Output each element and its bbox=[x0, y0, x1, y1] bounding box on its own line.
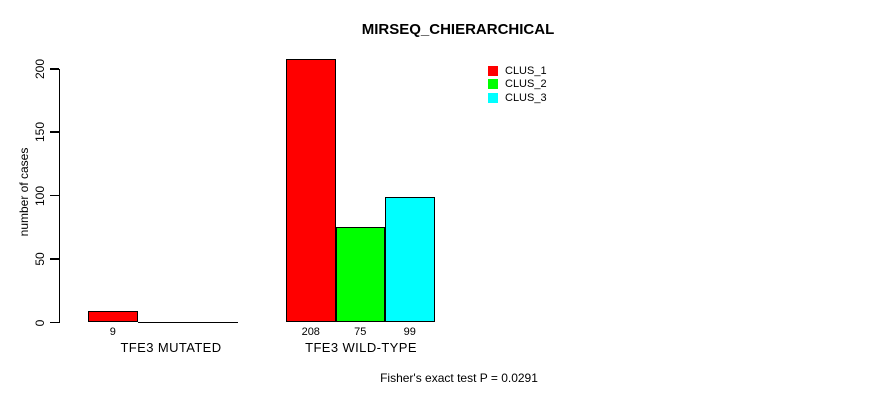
bar-value-label: 208 bbox=[301, 326, 320, 338]
legend-swatch-clus-3 bbox=[488, 92, 498, 103]
y-axis-tick-label: 0 bbox=[33, 319, 47, 326]
bar-value-label: 9 bbox=[109, 326, 116, 338]
y-axis-title: number of cases bbox=[17, 147, 31, 237]
y-axis-tick-label: 150 bbox=[33, 122, 47, 143]
legend-swatch-clus-2 bbox=[488, 79, 498, 90]
zero-bar-clus-3-tfe3-mutated bbox=[187, 321, 238, 324]
y-axis-tick bbox=[50, 258, 59, 260]
x-category-label-tfe3-mutated: TFE3 MUTATED bbox=[120, 340, 222, 355]
legend-label-clus-2: CLUS_2 bbox=[505, 78, 547, 91]
annotation-fisher-test: Fisher's exact test P = 0.0291 bbox=[380, 371, 538, 385]
legend-swatch-clus-1 bbox=[488, 66, 498, 76]
y-axis-tick-label: 100 bbox=[33, 185, 47, 206]
bar-clus-3-tfe3-wild-type bbox=[385, 196, 435, 323]
bar-clus-1-tfe3-mutated bbox=[88, 311, 138, 323]
y-axis-line bbox=[58, 68, 60, 324]
y-axis-tick bbox=[50, 194, 59, 197]
y-axis-tick-label: 50 bbox=[33, 252, 47, 266]
x-category-label-tfe3-wild-type: TFE3 WILD-TYPE bbox=[305, 340, 417, 355]
bar-value-label: 75 bbox=[354, 326, 367, 338]
y-axis-tick bbox=[50, 131, 59, 133]
y-axis-tick bbox=[50, 68, 59, 70]
bar-value-label: 99 bbox=[403, 326, 416, 338]
bar-clus-2-tfe3-wild-type bbox=[335, 227, 385, 323]
legend-label-clus-3: CLUS_3 bbox=[505, 91, 547, 104]
bar-clus-1-tfe3-wild-type bbox=[286, 58, 336, 323]
legend-label-clus-1: CLUS_1 bbox=[505, 65, 547, 77]
y-axis-tick bbox=[50, 321, 59, 324]
chart-title: MIRSEQ_CHIERARCHICAL bbox=[361, 21, 555, 38]
y-axis-tick-label: 200 bbox=[33, 58, 47, 79]
zero-bar-clus-2-tfe3-mutated bbox=[137, 321, 188, 324]
